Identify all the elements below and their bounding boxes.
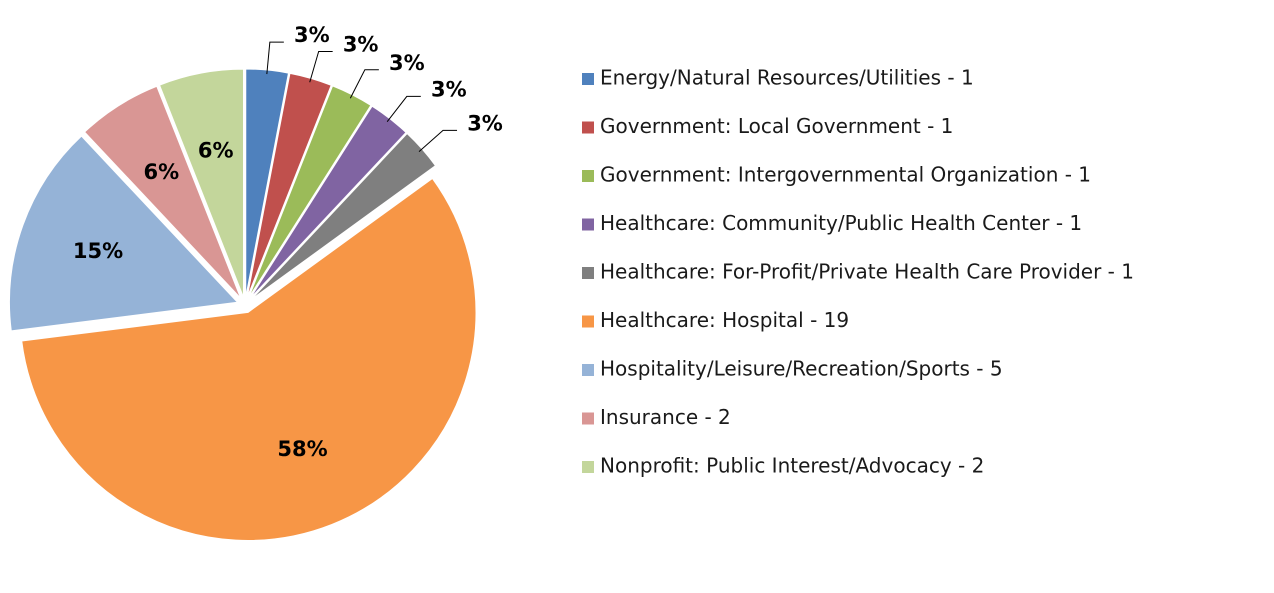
pie-slice — [21, 177, 477, 541]
legend-label: Healthcare: Community/Public Health Cent… — [600, 211, 1082, 235]
legend-label: Healthcare: For-Profit/Private Health Ca… — [600, 260, 1134, 284]
legend-swatch — [582, 315, 594, 328]
data-label: 3% — [467, 111, 503, 135]
legend-swatch — [582, 412, 594, 425]
legend-label: Healthcare: Hospital - 19 — [600, 308, 849, 332]
legend-label: Insurance - 2 — [600, 405, 731, 429]
legend-swatch — [582, 267, 594, 279]
leader-line — [386, 95, 421, 122]
legend-swatch — [582, 73, 594, 85]
pie-slice — [158, 68, 245, 298]
data-label: 3% — [389, 51, 425, 75]
legend-swatch — [582, 170, 594, 182]
legend-label: Energy/Natural Resources/Utilities - 1 — [600, 66, 974, 90]
pie-slice — [83, 85, 242, 299]
legend-label: Hospitality/Leisure/Recreation/Sports - … — [600, 357, 1003, 381]
data-label: 6% — [198, 139, 234, 163]
legend-swatch — [582, 461, 594, 473]
legend-swatch — [582, 121, 594, 134]
data-label: 58% — [277, 437, 327, 461]
data-label: 3% — [294, 23, 330, 47]
legend-label: Nonprofit: Public Interest/Advocacy - 2 — [600, 454, 984, 478]
leader-line — [418, 129, 458, 152]
legend-swatch — [582, 218, 594, 231]
legend-label: Government: Local Government - 1 — [600, 114, 953, 138]
data-label: 15% — [73, 239, 123, 263]
leader-line — [349, 69, 379, 99]
leader-line — [309, 50, 333, 83]
legend-swatch — [582, 364, 594, 376]
data-label: 6% — [143, 160, 179, 184]
legend-label: Government: Intergovernmental Organizati… — [600, 163, 1091, 187]
pie-slice — [9, 135, 239, 332]
data-label: 3% — [431, 77, 467, 101]
data-label: 3% — [343, 32, 379, 56]
leader-line — [266, 41, 284, 75]
